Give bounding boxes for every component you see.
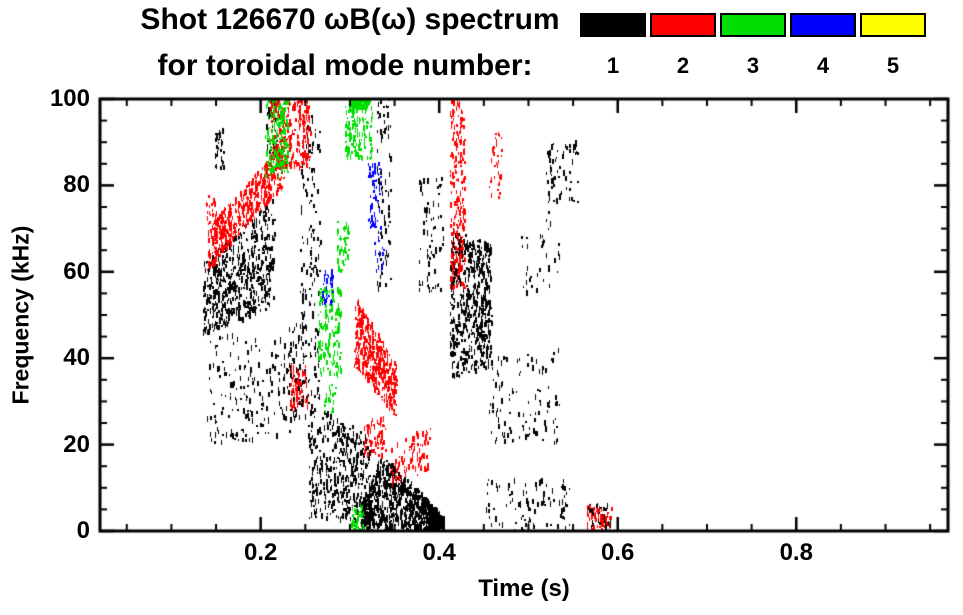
y-tick-label-0: 0: [76, 517, 90, 544]
y-axis-label: Frequency (kHz): [7, 225, 34, 405]
legend-label-1: 1: [606, 53, 620, 78]
legend-label-4: 4: [816, 53, 830, 78]
y-tick-label-40: 40: [63, 344, 90, 372]
legend-swatch-5: [860, 13, 926, 37]
legend-label-3: 3: [746, 53, 760, 78]
x-tick-label-0.2: 0.2: [243, 539, 278, 566]
chart-subtitle: for toroidal mode number:: [157, 49, 533, 82]
legend-label-2: 2: [676, 53, 690, 78]
y-tick-label-80: 80: [63, 171, 90, 199]
chart-title: Shot 126670 ωB(ω) spectrum: [140, 3, 560, 36]
legend-label-5: 5: [886, 53, 900, 78]
y-tick-label-60: 60: [63, 257, 90, 285]
x-axis-label: Time (s): [478, 575, 570, 602]
legend-swatch-2: [650, 13, 716, 37]
x-tick-label-0.8: 0.8: [779, 539, 813, 566]
legend-swatch-4: [790, 13, 856, 37]
legend-swatch-1: [580, 13, 646, 37]
x-tick-label-0.4: 0.4: [422, 539, 456, 566]
x-tick-label-0.6: 0.6: [601, 539, 635, 566]
legend-swatch-3: [720, 13, 786, 37]
y-tick-label-100: 100: [49, 85, 90, 112]
y-tick-label-20: 20: [63, 430, 90, 458]
